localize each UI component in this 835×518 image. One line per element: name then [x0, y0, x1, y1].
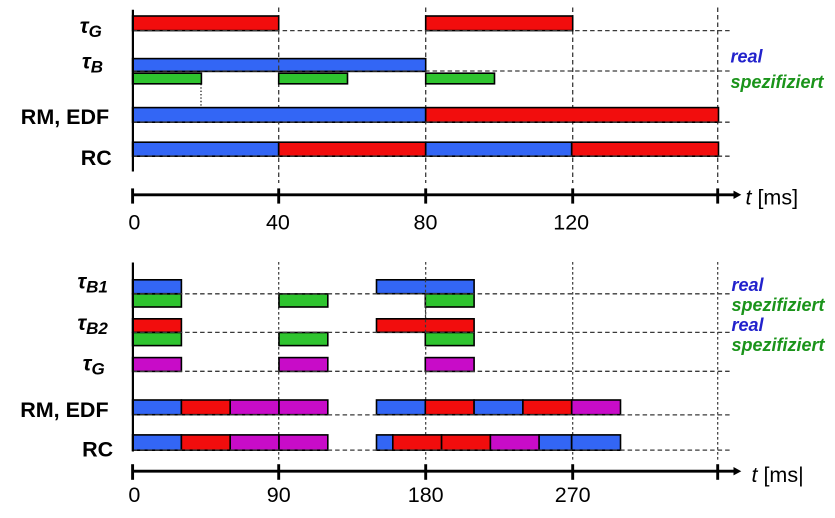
svg-text:80: 80	[414, 211, 438, 235]
svg-text:τG: τG	[80, 14, 102, 41]
svg-text:τG: τG	[83, 351, 105, 378]
svg-text:real: real	[732, 275, 765, 295]
svg-text:t [ms]: t [ms]	[746, 186, 799, 210]
svg-text:RM, EDF: RM, EDF	[20, 398, 108, 422]
svg-text:t [ms|: t [ms|	[752, 463, 804, 487]
svg-text:τB2: τB2	[77, 311, 108, 338]
svg-text:spezifiziert: spezifiziert	[731, 72, 825, 92]
svg-text:spezifiziert: spezifiziert	[732, 295, 826, 315]
svg-text:τB1: τB1	[77, 270, 108, 297]
svg-text:RC: RC	[82, 438, 113, 462]
svg-text:real: real	[731, 46, 764, 66]
svg-text:τB: τB	[82, 50, 103, 77]
svg-text:40: 40	[266, 211, 290, 235]
svg-text:0: 0	[128, 211, 140, 235]
svg-text:120: 120	[553, 211, 589, 235]
svg-text:RC: RC	[81, 146, 112, 170]
svg-text:0: 0	[128, 483, 140, 507]
svg-text:270: 270	[555, 483, 591, 507]
svg-text:RM, EDF: RM, EDF	[21, 105, 109, 129]
svg-text:180: 180	[408, 483, 444, 507]
svg-text:90: 90	[267, 483, 291, 507]
svg-text:real: real	[732, 315, 765, 335]
svg-text:spezifiziert: spezifiziert	[732, 335, 826, 355]
